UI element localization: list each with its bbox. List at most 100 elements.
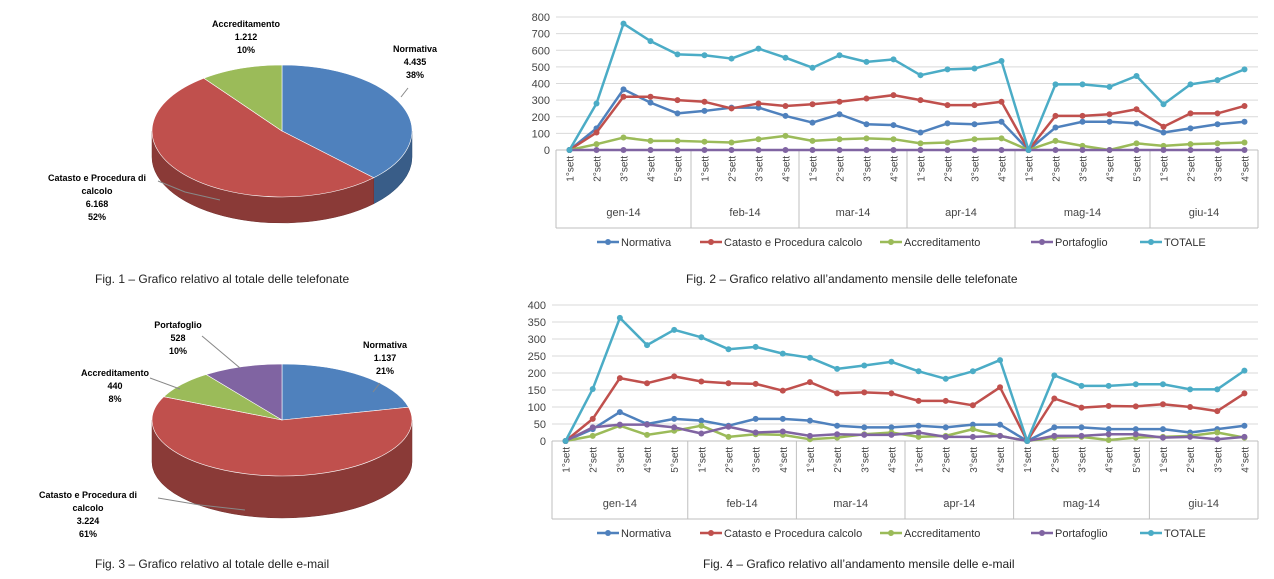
data-point-totale xyxy=(701,52,708,59)
y-tick-label: 600 xyxy=(532,45,550,57)
data-point-normativa xyxy=(1105,426,1112,433)
y-tick-label: 800 xyxy=(532,12,550,24)
data-point-totale xyxy=(782,54,789,61)
x-tick-label: 5°sett xyxy=(1132,447,1143,473)
data-point-portafoglio xyxy=(782,147,789,153)
data-point-accreditamento xyxy=(809,137,816,144)
data-point-catasto xyxy=(647,93,654,100)
data-point-normativa xyxy=(1241,422,1248,429)
data-point-accreditamento xyxy=(647,137,654,144)
data-point-totale xyxy=(1025,147,1032,153)
y-tick-label: 200 xyxy=(528,368,546,380)
data-point-portafoglio xyxy=(755,147,762,153)
x-tick-label: 3°sett xyxy=(752,447,763,473)
y-tick-label: 300 xyxy=(532,95,550,107)
data-point-accreditamento xyxy=(620,134,627,141)
data-point-normativa xyxy=(752,415,759,422)
data-point-portafoglio xyxy=(1159,434,1166,441)
data-point-totale xyxy=(888,358,895,365)
x-tick-label: 1°sett xyxy=(562,447,573,473)
data-point-portafoglio xyxy=(861,431,868,438)
data-point-normativa xyxy=(1051,424,1058,431)
series-line-totale xyxy=(564,316,1246,443)
caption-fig1: Fig. 1 – Grafico relativo al totale dell… xyxy=(95,272,350,286)
data-point-catasto xyxy=(674,97,681,104)
month-label: apr-14 xyxy=(945,207,977,219)
x-tick-label: 4°sett xyxy=(998,156,1009,182)
x-tick-label: 2°sett xyxy=(593,156,604,182)
data-point-portafoglio xyxy=(1079,147,1086,153)
data-point-totale xyxy=(1160,101,1167,108)
data-point-totale xyxy=(969,368,976,375)
data-point-accreditamento xyxy=(755,136,762,143)
line-chart-telefonate: 0 100 200 300 400 500 600 700 800 1°sett 2°sett 3°s… xyxy=(532,12,1259,249)
month-label: apr-14 xyxy=(943,498,975,510)
x-tick-label: 1°sett xyxy=(1025,156,1036,182)
pie1-label-catasto-percent: 52% xyxy=(88,212,106,222)
data-point-totale xyxy=(1241,367,1248,374)
data-point-accreditamento xyxy=(836,136,843,143)
data-point-normativa xyxy=(806,417,813,424)
legend-label-normativa: Normativa xyxy=(621,237,672,249)
data-point-portafoglio xyxy=(834,431,841,438)
pie2-leader-portafoglio xyxy=(201,335,241,369)
data-point-accreditamento xyxy=(1187,141,1194,148)
x-tick-label: 4°sett xyxy=(1241,156,1252,182)
data-point-accreditamento xyxy=(725,433,732,440)
data-point-catasto xyxy=(620,93,627,100)
data-point-normativa xyxy=(1106,118,1113,125)
data-point-totale xyxy=(728,55,735,62)
data-point-catasto xyxy=(752,380,759,387)
data-point-catasto xyxy=(942,397,949,404)
data-point-catasto xyxy=(1106,111,1113,118)
data-point-catasto xyxy=(1078,404,1085,411)
y-tick-label: 0 xyxy=(544,145,550,157)
data-point-catasto xyxy=(1160,123,1167,130)
pie1-label-accreditamento-name: Accreditamento xyxy=(212,19,281,29)
data-point-accreditamento xyxy=(589,432,596,439)
data-point-portafoglio xyxy=(836,147,843,153)
data-point-totale xyxy=(644,342,651,349)
data-point-portafoglio xyxy=(1187,147,1194,153)
pie2-leader-catasto xyxy=(157,497,246,511)
caption-fig4: Fig. 4 – Grafico relativo all’andamento … xyxy=(703,557,1015,571)
series-line-accreditamento xyxy=(569,134,1245,152)
pie-chart-email: Normativa 1.137 21% Portafoglio 528 10% … xyxy=(39,320,413,539)
x-tick-label: 1°sett xyxy=(566,156,577,182)
data-point-totale xyxy=(1078,382,1085,389)
legend-marker-accreditamento xyxy=(888,239,894,245)
legend-marker-portafoglio xyxy=(1039,530,1045,536)
data-point-catasto xyxy=(1214,110,1221,117)
data-point-catasto xyxy=(1105,402,1112,409)
data-point-portafoglio xyxy=(806,432,813,439)
data-point-portafoglio xyxy=(674,147,681,153)
pie2-label-catasto-line2: calcolo xyxy=(72,503,104,513)
data-point-accreditamento xyxy=(917,140,924,147)
data-point-portafoglio xyxy=(1241,433,1248,440)
data-point-catasto xyxy=(1241,390,1248,397)
data-point-totale xyxy=(917,72,924,79)
legend-label-portafoglio: Portafoglio xyxy=(1055,237,1108,249)
data-point-normativa xyxy=(620,86,627,93)
x-tick-label: 1°sett xyxy=(1159,447,1170,473)
data-point-accreditamento xyxy=(1214,140,1221,147)
data-point-catasto xyxy=(836,98,843,105)
data-point-normativa xyxy=(942,424,949,431)
data-point-portafoglio xyxy=(997,432,1004,439)
pie1-label-normativa-name: Normativa xyxy=(393,44,438,54)
month-label: mag-14 xyxy=(1064,207,1101,219)
month-label: mar-14 xyxy=(833,498,868,510)
data-point-catasto xyxy=(779,387,786,394)
y-tick-label: 0 xyxy=(540,436,546,448)
x-tick-label: 3°sett xyxy=(1078,447,1089,473)
data-point-normativa xyxy=(917,129,924,136)
data-point-totale xyxy=(779,350,786,357)
pie2-slice-normativa xyxy=(281,363,410,421)
data-point-normativa xyxy=(671,415,678,422)
data-point-normativa xyxy=(809,119,816,126)
data-point-normativa xyxy=(782,112,789,119)
data-point-portafoglio xyxy=(589,424,596,431)
data-point-catasto xyxy=(969,402,976,409)
data-point-accreditamento xyxy=(1214,429,1221,436)
data-point-catasto xyxy=(1079,112,1086,119)
